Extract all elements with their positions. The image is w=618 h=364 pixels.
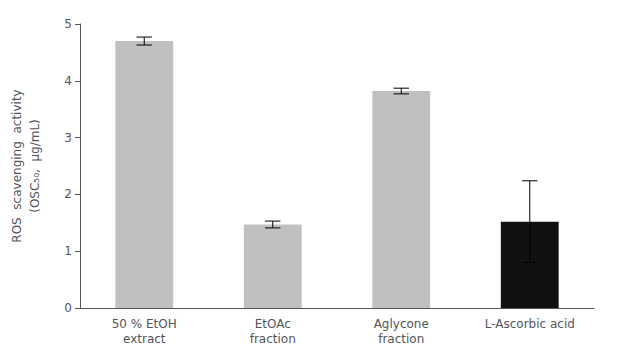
svg-text:5: 5 <box>64 17 72 31</box>
svg-text:fraction: fraction <box>250 332 296 346</box>
svg-text:0: 0 <box>64 301 72 315</box>
svg-text:1: 1 <box>64 244 72 258</box>
svg-text:Aglycone: Aglycone <box>374 317 429 331</box>
svg-text:fraction: fraction <box>378 332 424 346</box>
svg-text:2: 2 <box>64 187 72 201</box>
svg-text:3: 3 <box>64 131 72 145</box>
svg-text:ROS scavenging activity: ROS scavenging activity <box>10 89 24 242</box>
svg-text:50 % EtOH: 50 % EtOH <box>112 317 177 331</box>
svg-text:(OSC₅₀, μg/mL): (OSC₅₀, μg/mL) <box>28 119 42 213</box>
svg-text:L-Ascorbic acid: L-Ascorbic acid <box>485 317 575 331</box>
svg-text:4: 4 <box>64 74 72 88</box>
svg-text:EtOAc: EtOAc <box>255 317 291 331</box>
svg-text:extract: extract <box>123 332 166 346</box>
